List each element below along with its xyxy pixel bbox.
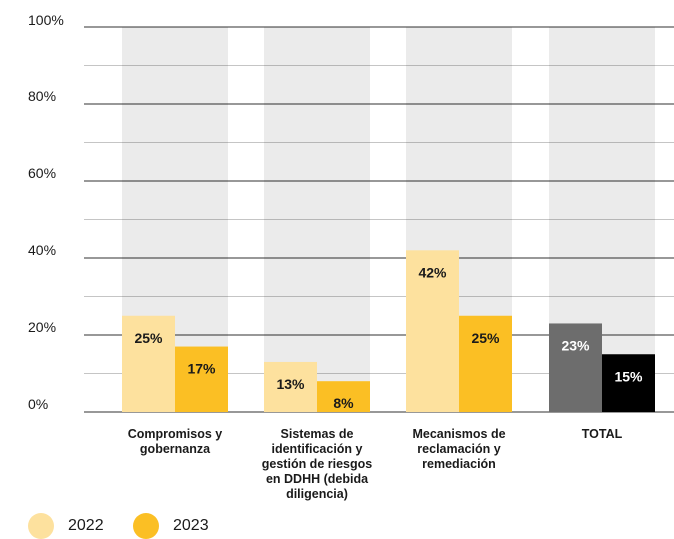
legend-item-2023: 2023: [133, 513, 209, 539]
bar-2022-2: [406, 250, 459, 412]
bar-2023-0: [175, 346, 228, 412]
legend-label-2023: 2023: [173, 517, 209, 534]
category-label-line: diligencia): [286, 487, 348, 501]
legend-swatch-2022: [28, 513, 54, 539]
y-tick-label: 100%: [28, 12, 64, 28]
y-tick-label: 60%: [28, 165, 56, 181]
category-label: TOTAL: [527, 427, 674, 442]
data-label-2023-3: 15%: [614, 368, 643, 384]
legend-label-2022: 2022: [68, 517, 104, 534]
y-tick-label: 0%: [28, 396, 48, 412]
category-label: Compromisos y gobernanza: [100, 427, 250, 457]
data-label-2023-2: 25%: [471, 330, 500, 346]
bar-2023-2: [459, 315, 512, 412]
category-label-line: remediación: [422, 457, 496, 471]
data-label-2022-1: 13%: [276, 376, 305, 392]
data-label-2022-3: 23%: [561, 337, 590, 353]
category-label-line: Sistemas de: [280, 427, 354, 441]
bar-2023-3: [602, 354, 655, 412]
category-label-line: gobernanza: [139, 442, 211, 456]
bar-2022-0: [122, 315, 175, 412]
y-tick-label: 80%: [28, 88, 56, 104]
category-label-line: TOTAL: [581, 427, 623, 441]
category-label-line: Mecanismos de: [412, 427, 506, 441]
data-label-2022-0: 25%: [134, 330, 163, 346]
category-label-line: en DDHH (debida: [265, 472, 369, 486]
y-tick-label: 20%: [28, 319, 56, 335]
data-label-2022-2: 42%: [418, 264, 447, 280]
y-tick-label: 40%: [28, 242, 56, 258]
bar-2022-1: [264, 361, 317, 412]
category-label-line: Compromisos y: [127, 427, 223, 441]
data-label-2023-1: 8%: [333, 395, 354, 411]
category-label: Sistemas de identificación y gestión de ri…: [242, 427, 392, 502]
legend-swatch-2023: [133, 513, 159, 539]
legend-item-2022: 2022: [28, 513, 104, 539]
bar-2023-1: [317, 381, 370, 412]
category-label-line: gestión de riesgos: [261, 457, 373, 471]
data-label-2023-0: 17%: [187, 361, 216, 377]
category-label-line: identificación y: [271, 442, 363, 456]
category-label-line: reclamación y: [417, 442, 501, 456]
category-label: Mecanismos de reclamación y remediación: [384, 427, 534, 472]
bar-2022-3: [549, 323, 602, 412]
